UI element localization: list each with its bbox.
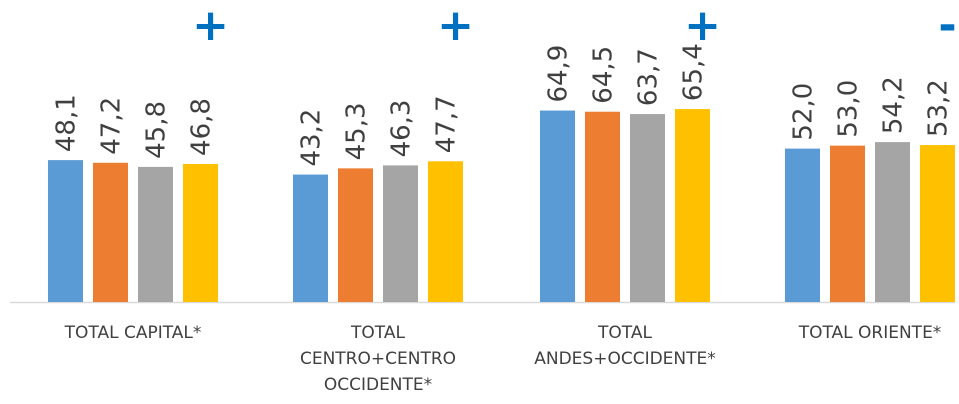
data-label-3-0: 52,0 [789,83,819,141]
change-sign-1: + [437,0,474,51]
category-label-1-2: OCCIDENTE* [324,375,432,395]
change-sign-2: + [684,0,721,51]
bar-1-2 [383,165,418,302]
category-label-1-1: CENTRO+CENTRO [300,349,456,369]
data-label-1-3: 47,7 [432,95,462,153]
bar-2-0 [540,110,575,302]
bar-1-3 [428,161,463,302]
bar-3-1 [830,145,865,302]
data-label-2-1: 64,5 [589,46,619,104]
change-sign-0: + [192,0,229,51]
bar-1-1 [338,168,373,302]
bar-2-1 [585,111,620,302]
data-label-1-0: 43,2 [297,109,327,167]
category-label-2-0: TOTAL [597,323,652,343]
bar-0-2 [138,166,173,302]
data-label-1-1: 45,3 [342,102,372,160]
bar-0-3 [183,163,218,302]
data-label-2-2: 63,7 [634,48,664,106]
change-sign-3: - [938,0,956,51]
data-label-0-0: 48,1 [52,94,82,152]
category-label-2-1: ANDES+OCCIDENTE* [534,349,716,369]
bar-3-3 [920,145,955,302]
bar-3-0 [785,148,820,302]
data-label-0-3: 46,8 [187,98,217,156]
data-label-2-0: 64,9 [544,45,574,103]
data-label-3-2: 54,2 [879,76,909,134]
bar-2-2 [630,114,665,303]
data-label-0-2: 45,8 [142,101,172,159]
bar-2-3 [675,109,710,302]
bar-1-0 [293,174,328,302]
bar-0-1 [93,162,128,302]
data-label-1-2: 46,3 [387,100,417,158]
bar-0-0 [48,160,83,302]
category-label-0-0: TOTAL CAPITAL* [64,323,202,343]
data-label-3-3: 53,2 [924,79,954,137]
bar-3-2 [875,142,910,302]
category-label-1-0: TOTAL [350,323,405,343]
data-label-3-1: 53,0 [834,80,864,138]
data-label-0-1: 47,2 [97,97,127,155]
data-label-2-3: 65,4 [679,43,709,101]
category-label-3-0: TOTAL ORIENTE* [798,323,942,343]
